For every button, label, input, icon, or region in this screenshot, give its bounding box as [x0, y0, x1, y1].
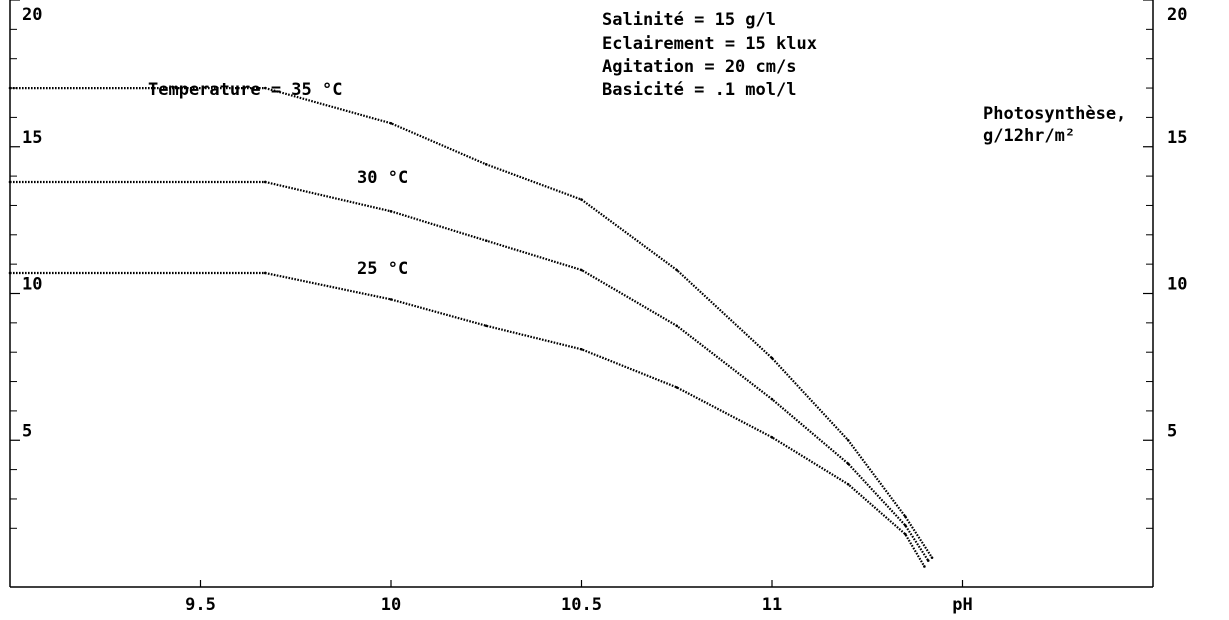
data-point: [770, 356, 774, 360]
condition-illumination: Eclairement = 15 klux: [602, 34, 817, 54]
data-point: [846, 462, 850, 466]
data-point: [580, 347, 583, 351]
data-point: [904, 524, 907, 527]
y-tick-label-right: 5: [1167, 421, 1177, 441]
data-point: [389, 121, 393, 125]
x-tick-label: pH: [952, 595, 972, 615]
data-point: [770, 397, 774, 401]
data-point: [675, 386, 679, 389]
data-point: [263, 86, 267, 90]
data-point: [263, 180, 267, 184]
series-layer: [8, 86, 934, 568]
series-2: [8, 271, 926, 568]
data-point: [389, 298, 393, 301]
series-label-30c: 30 °C: [357, 168, 408, 188]
data-point: [8, 180, 12, 184]
y-tick-label-right: 15: [1167, 128, 1187, 148]
series-0: [8, 86, 934, 559]
data-point: [580, 268, 583, 272]
series-label-25c: 25 °C: [357, 259, 408, 279]
x-tick-label: 9.5: [185, 595, 216, 615]
y-axis-title-line-2: g/12hr/m²: [983, 126, 1075, 146]
y-tick-label-left: 5: [22, 421, 32, 441]
y-tick-label-right: 10: [1167, 275, 1187, 295]
data-point: [675, 324, 679, 328]
axes: 5 5 10 10 15 15 20 20 9.5 10 10.5 11 pH: [9, 0, 1187, 615]
data-point: [580, 198, 583, 201]
data-point: [8, 86, 12, 90]
series-line: [10, 86, 933, 559]
data-point: [484, 324, 488, 328]
data-point: [389, 210, 393, 213]
y-tick-label-left: 15: [22, 128, 42, 148]
series-line: [10, 271, 926, 568]
data-point: [904, 515, 907, 518]
x-tick-label: 11: [762, 595, 782, 615]
y-tick-label-left: 20: [22, 5, 42, 25]
data-point: [770, 436, 774, 439]
data-point: [846, 482, 850, 486]
data-point: [8, 271, 12, 275]
condition-agitation: Agitation = 20 cm/s: [602, 57, 796, 77]
data-point: [263, 271, 267, 275]
data-point: [926, 559, 930, 562]
x-tick-label: 10.5: [561, 595, 602, 615]
data-point: [904, 532, 907, 536]
y-tick-label-left: 10: [22, 275, 42, 295]
data-point: [846, 438, 850, 442]
series-1: [8, 180, 930, 562]
data-point: [930, 556, 934, 559]
data-point: [484, 163, 488, 166]
data-point: [923, 565, 926, 568]
x-tick-label: 10: [381, 595, 401, 615]
condition-salinity: Salinité = 15 g/l: [602, 10, 776, 30]
y-axis-title-line-1: Photosynthèse,: [983, 104, 1126, 124]
series-label-35c: Temperature = 35 °C: [148, 80, 342, 100]
data-point: [675, 268, 679, 272]
condition-basicity: Basicité = .1 mol/l: [602, 80, 796, 100]
data-point: [484, 239, 488, 242]
y-tick-label-right: 20: [1167, 5, 1187, 25]
